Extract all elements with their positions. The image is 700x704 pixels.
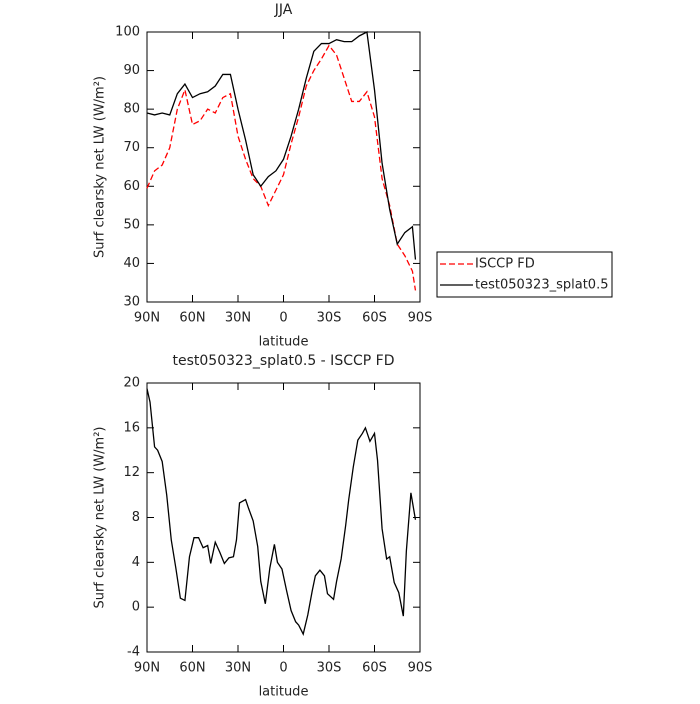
y-tick-label: 40	[123, 256, 140, 271]
x-tick-label: 90N	[134, 311, 160, 326]
x-tick-label: 90N	[134, 661, 160, 676]
x-axis-label: latitude	[259, 335, 309, 350]
x-tick-label: 90S	[408, 661, 433, 676]
x-tick-label: 0	[279, 311, 287, 326]
y-tick-label: 70	[123, 140, 140, 155]
y-tick-label: 60	[123, 179, 140, 194]
data-line	[146, 31, 417, 260]
y-axis-label: Surf clearsky net LW (W/m²)	[93, 76, 108, 258]
y-tick-label: 80	[123, 102, 140, 117]
x-tick-label: 60S	[362, 311, 387, 326]
plot-frame	[146, 31, 421, 303]
x-tick-label: 60N	[179, 311, 205, 326]
x-tick-label: 30N	[225, 661, 251, 676]
x-axis-label: latitude	[259, 685, 309, 700]
x-tick-label: 0	[279, 661, 287, 676]
y-axis-label: Surf clearsky net LW (W/m²)	[93, 426, 108, 608]
y-tick-label: -4	[127, 645, 140, 660]
x-tick-label: 30N	[225, 311, 251, 326]
legend-label: test050323_splat0.5	[475, 278, 608, 293]
y-tick-label: 30	[123, 295, 140, 310]
y-tick-label: 50	[123, 217, 140, 232]
y-tick-label: 12	[123, 465, 140, 480]
chart-title: JJA	[274, 2, 293, 18]
x-tick-label: 90S	[408, 311, 433, 326]
x-tick-label: 60S	[362, 661, 387, 676]
y-tick-label: 16	[123, 420, 140, 435]
x-tick-label: 30S	[317, 661, 342, 676]
y-tick-label: 8	[132, 510, 140, 525]
y-tick-label: 100	[115, 25, 140, 40]
chart-title: test050323_splat0.5 - ISCCP FD	[173, 353, 395, 369]
data-line	[146, 44, 417, 291]
y-tick-label: 20	[123, 376, 140, 391]
y-tick-label: 4	[132, 555, 140, 570]
y-tick-label: 0	[132, 600, 140, 615]
legend-label: ISCCP FD	[475, 257, 535, 272]
legend-box	[436, 251, 613, 298]
plot-frame	[146, 382, 421, 653]
x-tick-label: 30S	[317, 311, 342, 326]
y-tick-label: 90	[123, 63, 140, 78]
data-line	[146, 388, 417, 636]
x-tick-label: 60N	[179, 661, 205, 676]
